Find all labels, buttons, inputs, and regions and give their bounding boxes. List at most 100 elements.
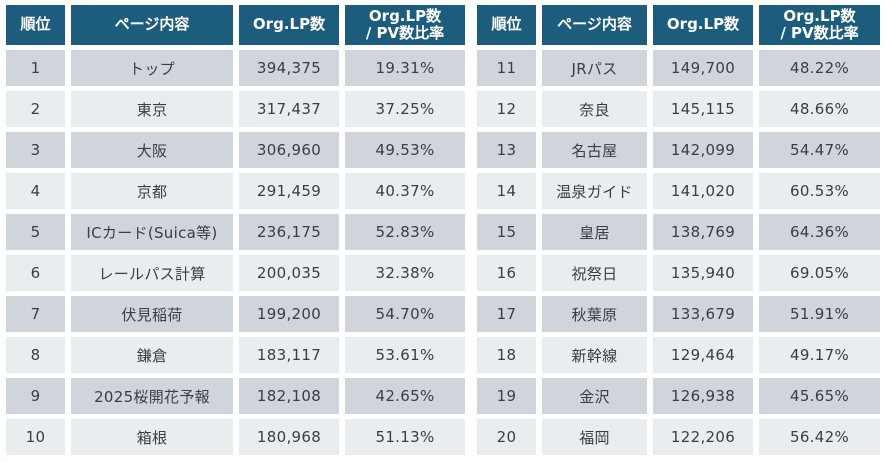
ratio-cell: 49.17%	[759, 337, 880, 373]
col-header-page: ページ内容	[542, 5, 647, 45]
table-header-left: 順位 ページ内容 Org.LP数 Org.LP数 / PV数比率	[6, 5, 465, 45]
rank-cell: 2	[6, 91, 65, 127]
table-row: 9 2025桜開花予報 182,108 42.65%	[6, 378, 465, 414]
col-header-lp: Org.LP数	[653, 5, 753, 45]
rank-cell: 10	[6, 419, 65, 455]
ratio-cell: 56.42%	[759, 419, 880, 455]
table-row: 15 皇居 138,769 64.36%	[477, 214, 880, 250]
page-cell: 福岡	[542, 419, 647, 455]
col-header-rank: 順位	[477, 5, 536, 45]
lp-cell: 126,938	[653, 378, 753, 414]
rank-cell: 8	[6, 337, 65, 373]
table-row: 7 伏見稲荷 199,200 54.70%	[6, 296, 465, 332]
table-body-right: 11 JRパス 149,700 48.22% 12 奈良 145,115 48.66% 13 名古…	[477, 50, 880, 455]
rank-cell: 13	[477, 132, 536, 168]
lp-cell: 141,020	[653, 173, 753, 209]
col-header-ratio-line1: Org.LP数	[368, 6, 442, 25]
col-header-ratio: Org.LP数 / PV数比率	[759, 5, 880, 45]
rank-cell: 6	[6, 255, 65, 291]
ratio-cell: 37.25%	[345, 91, 465, 127]
page-cell: 京都	[71, 173, 233, 209]
table-row: 2 東京 317,437 37.25%	[6, 91, 465, 127]
table-row: 20 福岡 122,206 56.42%	[477, 419, 880, 455]
rank-cell: 20	[477, 419, 536, 455]
table-row: 16 祝祭日 135,940 69.05%	[477, 255, 880, 291]
ratio-cell: 64.36%	[759, 214, 880, 250]
ratio-cell: 32.38%	[345, 255, 465, 291]
ratio-cell: 54.70%	[345, 296, 465, 332]
table-row: 17 秋葉原 133,679 51.91%	[477, 296, 880, 332]
rank-cell: 16	[477, 255, 536, 291]
page-cell: 奈良	[542, 91, 647, 127]
page-cell: 温泉ガイド	[542, 173, 647, 209]
table-row: 6 レールパス計算 200,035 32.38%	[6, 255, 465, 291]
rank-cell: 12	[477, 91, 536, 127]
rank-cell: 1	[6, 50, 65, 86]
col-header-page: ページ内容	[71, 5, 233, 45]
rank-cell: 11	[477, 50, 536, 86]
ratio-cell: 49.53%	[345, 132, 465, 168]
page-cell: 大阪	[71, 132, 233, 168]
lp-cell: 394,375	[239, 50, 339, 86]
rank-cell: 14	[477, 173, 536, 209]
rank-cell: 19	[477, 378, 536, 414]
table-row: 1 トップ 394,375 19.31%	[6, 50, 465, 86]
ratio-cell: 19.31%	[345, 50, 465, 86]
table-header-right: 順位 ページ内容 Org.LP数 Org.LP数 / PV数比率	[477, 5, 880, 45]
rank-cell: 7	[6, 296, 65, 332]
page-cell: トップ	[71, 50, 233, 86]
page-cell: 鎌倉	[71, 337, 233, 373]
col-header-ratio: Org.LP数 / PV数比率	[345, 5, 465, 45]
table-row: 11 JRパス 149,700 48.22%	[477, 50, 880, 86]
page-cell: 伏見稲荷	[71, 296, 233, 332]
lp-cell: 138,769	[653, 214, 753, 250]
ratio-cell: 51.91%	[759, 296, 880, 332]
page-cell: 名古屋	[542, 132, 647, 168]
lp-cell: 236,175	[239, 214, 339, 250]
page-cell: 金沢	[542, 378, 647, 414]
lp-cell: 183,117	[239, 337, 339, 373]
table-row: 5 ICカード(Suica等) 236,175 52.83%	[6, 214, 465, 250]
ratio-cell: 40.37%	[345, 173, 465, 209]
table-row: 8 鎌倉 183,117 53.61%	[6, 337, 465, 373]
lp-cell: 317,437	[239, 91, 339, 127]
lp-cell: 129,464	[653, 337, 753, 373]
lp-cell: 180,968	[239, 419, 339, 455]
ratio-cell: 53.61%	[345, 337, 465, 373]
table-row: 10 箱根 180,968 51.13%	[6, 419, 465, 455]
lp-cell: 133,679	[653, 296, 753, 332]
ratio-cell: 48.66%	[759, 91, 880, 127]
rank-cell: 3	[6, 132, 65, 168]
lp-cell: 182,108	[239, 378, 339, 414]
table-row: 14 温泉ガイド 141,020 60.53%	[477, 173, 880, 209]
page-cell: レールパス計算	[71, 255, 233, 291]
ratio-cell: 54.47%	[759, 132, 880, 168]
page-cell: 東京	[71, 91, 233, 127]
rank-cell: 18	[477, 337, 536, 373]
table-row: 19 金沢 126,938 45.65%	[477, 378, 880, 414]
page-cell: 祝祭日	[542, 255, 647, 291]
ratio-cell: 45.65%	[759, 378, 880, 414]
rank-cell: 5	[6, 214, 65, 250]
page-cell: JRパス	[542, 50, 647, 86]
ratio-cell: 51.13%	[345, 419, 465, 455]
page-cell: 秋葉原	[542, 296, 647, 332]
lp-cell: 149,700	[653, 50, 753, 86]
ratio-cell: 52.83%	[345, 214, 465, 250]
lp-cell: 135,940	[653, 255, 753, 291]
table-row: 12 奈良 145,115 48.66%	[477, 91, 880, 127]
rank-cell: 17	[477, 296, 536, 332]
table-row: 13 名古屋 142,099 54.47%	[477, 132, 880, 168]
lp-cell: 291,459	[239, 173, 339, 209]
lp-cell: 145,115	[653, 91, 753, 127]
header-row: 順位 ページ内容 Org.LP数 Org.LP数 / PV数比率	[6, 5, 465, 45]
lp-cell: 306,960	[239, 132, 339, 168]
col-header-ratio-line2: / PV数比率	[365, 24, 445, 42]
lp-cell: 199,200	[239, 296, 339, 332]
col-header-rank: 順位	[6, 5, 65, 45]
page-cell: 2025桜開花予報	[71, 378, 233, 414]
rank-table-right: 順位 ページ内容 Org.LP数 Org.LP数 / PV数比率 11 JRパス 1…	[471, 0, 886, 460]
lp-cell: 122,206	[653, 419, 753, 455]
rank-table-left: 順位 ページ内容 Org.LP数 Org.LP数 / PV数比率 1 トップ 394…	[6, 5, 465, 455]
